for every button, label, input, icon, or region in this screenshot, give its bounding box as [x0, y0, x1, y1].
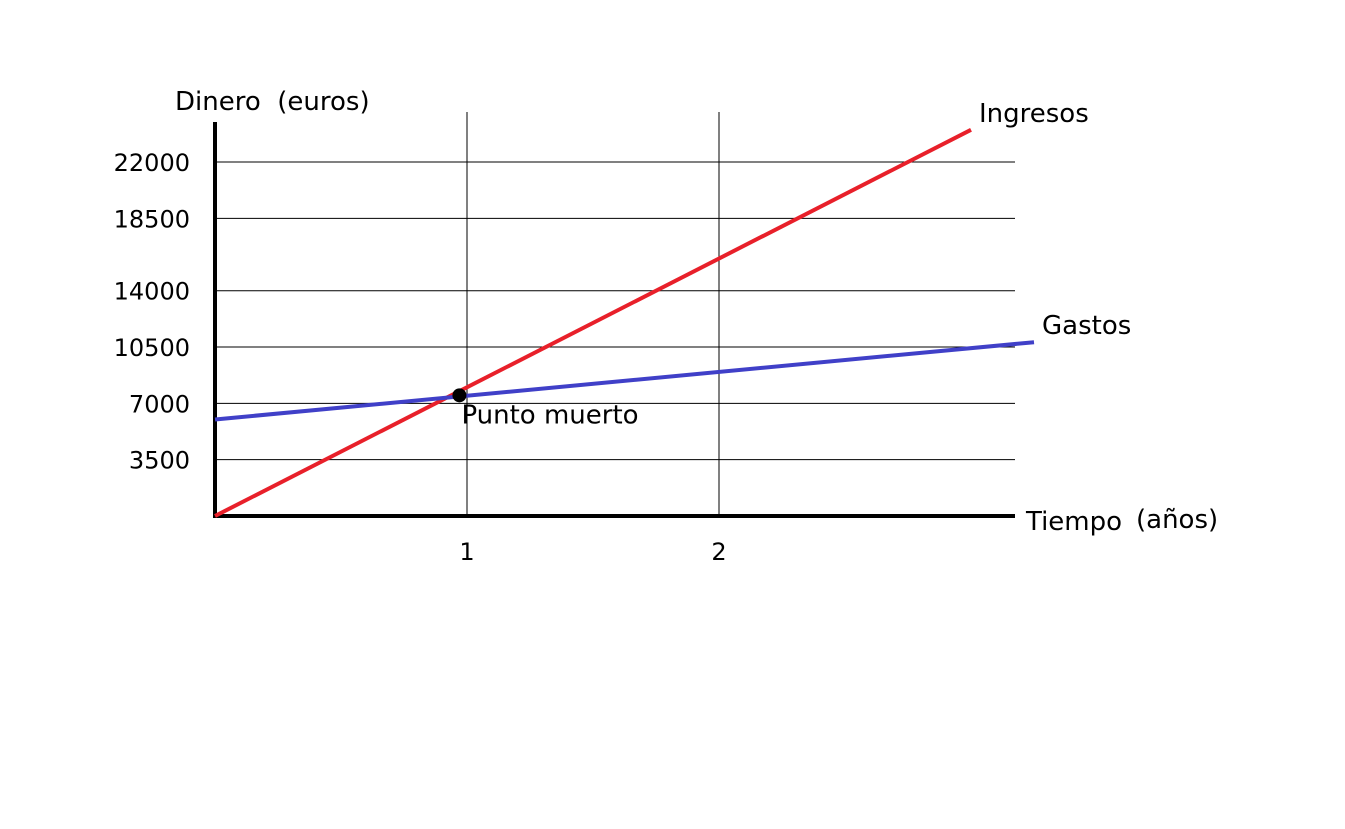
y-axis-title: Dinero (euros)	[175, 87, 370, 117]
series-label-gastos: Gastos	[1042, 311, 1131, 341]
y-tick-label-14000: 14000	[114, 278, 190, 306]
y-tick-label-18500: 18500	[114, 205, 190, 233]
series-label-ingresos: Ingresos	[979, 99, 1089, 129]
x-tick-label-1: 1	[459, 538, 474, 566]
series	[214, 128, 1035, 518]
y-tick-label-10500: 10500	[114, 334, 190, 362]
x-axis-title: Tiempo	[1025, 507, 1122, 537]
y-tick-label-22000: 22000	[114, 149, 190, 177]
axes	[213, 122, 1015, 518]
grid	[215, 112, 1015, 516]
annotations: Punto muerto	[452, 388, 639, 430]
series-line-ingresos	[214, 128, 972, 518]
break-even-point	[452, 388, 467, 403]
x-tick-label-2: 2	[711, 538, 726, 566]
y-tick-label-7000: 7000	[129, 390, 190, 418]
series-line-gastos	[214, 340, 1035, 422]
annotation-label-punto-muerto: Punto muerto	[461, 400, 638, 430]
x-axis-unit: (años)	[1136, 505, 1218, 535]
y-tick-labels: 3500 7000 10500 14000 18500 22000	[114, 149, 190, 475]
y-tick-label-3500: 3500	[129, 447, 190, 475]
series-labels: Ingresos Gastos	[979, 99, 1131, 341]
